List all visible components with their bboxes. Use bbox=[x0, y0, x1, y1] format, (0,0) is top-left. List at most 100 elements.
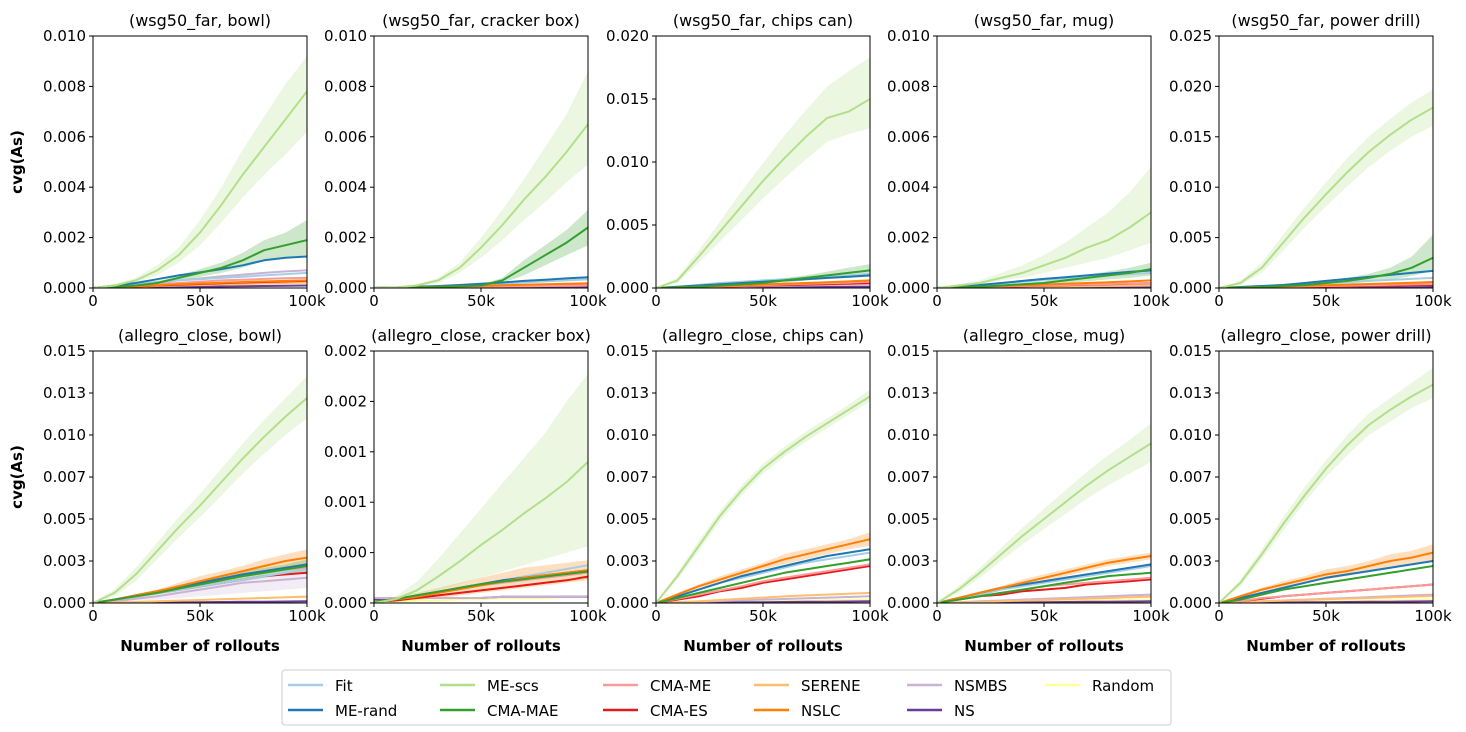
subplot-title: (wsg50_far, chips can) bbox=[673, 11, 853, 31]
y-tick-label: 0.000 bbox=[606, 594, 649, 612]
band-cma-mae bbox=[1219, 234, 1433, 288]
y-tick-label: 0.008 bbox=[43, 77, 86, 95]
line-me-scs bbox=[374, 123, 588, 288]
line-me-scs bbox=[656, 395, 870, 603]
x-tick-label: 100k bbox=[1414, 292, 1452, 310]
y-tick-label: 0.006 bbox=[43, 128, 86, 146]
legend-item-nslc: NSLC bbox=[754, 702, 841, 720]
x-tick-label: 100k bbox=[1132, 607, 1170, 625]
legend-item-random: Random bbox=[1045, 677, 1154, 695]
y-tick-label: 0.000 bbox=[43, 279, 86, 297]
x-tick-label: 50k bbox=[1312, 292, 1340, 310]
line-nslc bbox=[937, 555, 1151, 603]
subplot-6: 0 50k 100k 0.000 0.003 0.005 0.007 0.010 0.013 0.… bbox=[8, 326, 326, 655]
y-tick-label: 0.000 bbox=[606, 279, 649, 297]
y-tick-label: 0.015 bbox=[606, 342, 649, 360]
y-tick-label: 0.010 bbox=[887, 426, 930, 444]
legend-label: ME-scs bbox=[487, 677, 539, 695]
line-me-rand bbox=[1219, 560, 1433, 603]
x-tick-label: 0 bbox=[88, 292, 98, 310]
y-tick-label: 0.010 bbox=[1169, 426, 1212, 444]
plot-area bbox=[93, 56, 307, 288]
legend-label: CMA-ME bbox=[650, 677, 711, 695]
x-tick-label: 100k bbox=[851, 607, 889, 625]
y-tick-label: 0.003 bbox=[606, 552, 649, 570]
subplot-title: (wsg50_far, mug) bbox=[974, 11, 1115, 31]
x-axis-label: Number of rollouts bbox=[120, 637, 280, 655]
axes-frame bbox=[1218, 35, 1434, 289]
line-me-scs bbox=[937, 442, 1151, 603]
plot-area bbox=[937, 423, 1151, 603]
subplot-title: (allegro_close, cracker box) bbox=[371, 326, 591, 346]
x-tick-label: 0 bbox=[1214, 607, 1224, 625]
plot-area bbox=[374, 71, 588, 288]
legend-label: NS bbox=[954, 702, 975, 720]
y-tick-label: 0.004 bbox=[324, 178, 367, 196]
y-tick-label: 0.015 bbox=[887, 342, 930, 360]
band-me-scs bbox=[374, 373, 588, 603]
line-cma-me bbox=[656, 563, 870, 603]
y-tick-label: 0.010 bbox=[43, 426, 86, 444]
x-tick-label: 100k bbox=[1414, 607, 1452, 625]
x-tick-label: 0 bbox=[651, 292, 661, 310]
y-axis-label: cvg(As) bbox=[8, 445, 26, 509]
y-tick-label: 0.002 bbox=[43, 229, 86, 247]
line-cma-mae bbox=[937, 571, 1151, 603]
subplot-title: (wsg50_far, cracker box) bbox=[382, 11, 580, 31]
y-tick-label: 0.006 bbox=[887, 128, 930, 146]
line-serene bbox=[656, 591, 870, 603]
subplot-7: 0 50k 100k0.0000.0000.0010.0010.0020.002(a… bbox=[324, 326, 607, 655]
legend: Fit ME-rand ME-scs CMA-MAE CMA-ME CMA-ES SEREN… bbox=[281, 669, 1172, 726]
legend-item-cma-es: CMA-ES bbox=[603, 702, 708, 720]
y-tick-label: 0.005 bbox=[43, 510, 86, 528]
y-tick-label: 0.013 bbox=[887, 384, 930, 402]
y-tick-label: 0.010 bbox=[1169, 178, 1212, 196]
legend-item-me-scs: ME-scs bbox=[440, 677, 539, 695]
x-tick-label: 100k bbox=[288, 607, 326, 625]
line-me-scs bbox=[374, 461, 588, 603]
line-cma-mae bbox=[93, 565, 307, 603]
y-tick-label: 0.006 bbox=[324, 128, 367, 146]
subplot-title: (wsg50_far, bowl) bbox=[129, 11, 271, 31]
x-axis-label: Number of rollouts bbox=[683, 637, 843, 655]
band-me-scs bbox=[1219, 89, 1433, 288]
y-tick-label: 0.007 bbox=[43, 468, 86, 486]
y-tick-label: 0.007 bbox=[1169, 468, 1212, 486]
y-tick-label: 0.000 bbox=[1169, 279, 1212, 297]
y-tick-label: 0.005 bbox=[887, 510, 930, 528]
legend-item-fit: Fit bbox=[288, 677, 353, 695]
y-tick-label: 0.013 bbox=[1169, 384, 1212, 402]
y-tick-label: 0.015 bbox=[606, 90, 649, 108]
line-me-scs bbox=[93, 90, 307, 288]
x-tick-label: 50k bbox=[1312, 607, 1340, 625]
band-cma-mae bbox=[93, 559, 307, 603]
subplot-8: 0 50k 100k 0.000 0.003 0.005 0.007 0.010 0.013 0.… bbox=[606, 326, 889, 655]
line-me-scs bbox=[1219, 106, 1433, 288]
legend-item-cma-mae: CMA-MAE bbox=[440, 702, 558, 720]
y-tick-label: 0.005 bbox=[606, 510, 649, 528]
y-tick-label: 0.010 bbox=[606, 426, 649, 444]
x-tick-label: 50k bbox=[1030, 292, 1058, 310]
line-cma-mae bbox=[1219, 565, 1433, 603]
band-me-scs bbox=[937, 167, 1151, 288]
x-tick-label: 50k bbox=[749, 607, 777, 625]
x-tick-label: 100k bbox=[851, 292, 889, 310]
legend-item-me-rand: ME-rand bbox=[288, 702, 397, 720]
y-tick-label: 0.003 bbox=[43, 552, 86, 570]
y-tick-label: 0.002 bbox=[324, 342, 367, 360]
y-tick-label: 0.020 bbox=[1169, 77, 1212, 95]
legend-label: CMA-ES bbox=[650, 702, 708, 720]
subplot-5: 0 50k 100k 0.000 0.005 0.010 0.015 0.020 0.025 (w… bbox=[1169, 11, 1452, 310]
line-cma-es bbox=[374, 575, 588, 603]
subplot-title: (allegro_close, chips can) bbox=[662, 326, 864, 346]
x-tick-label: 0 bbox=[651, 607, 661, 625]
x-tick-label: 50k bbox=[1030, 607, 1058, 625]
y-tick-label: 0.002 bbox=[887, 229, 930, 247]
band-me-scs bbox=[656, 57, 870, 288]
y-tick-label: 0.004 bbox=[43, 178, 86, 196]
line-nslc bbox=[656, 538, 870, 603]
y-tick-label: 0.002 bbox=[324, 229, 367, 247]
y-tick-label: 0.001 bbox=[324, 493, 367, 511]
plot-area bbox=[374, 373, 588, 603]
subplot-10: 0 50k 100k 0.000 0.003 0.005 0.007 0.010 0.013 0.… bbox=[1169, 326, 1452, 655]
